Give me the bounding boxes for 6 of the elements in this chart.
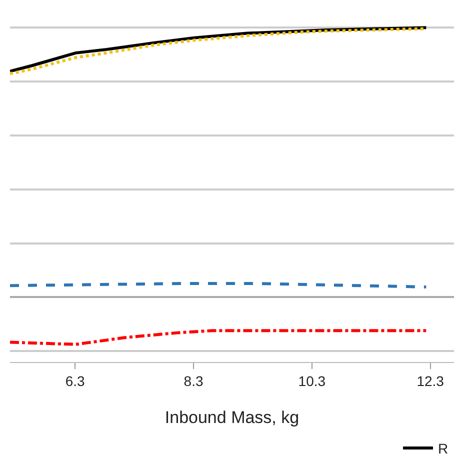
x-tick-label: 8.3: [184, 372, 204, 389]
legend-label: R: [438, 440, 448, 456]
x-tick-label: 10.3: [298, 372, 326, 389]
x-tick-label: 6.3: [65, 372, 86, 389]
x-tick-label: 12.3: [416, 372, 444, 389]
x-axis-title: Inbound Mass, kg: [164, 408, 300, 427]
